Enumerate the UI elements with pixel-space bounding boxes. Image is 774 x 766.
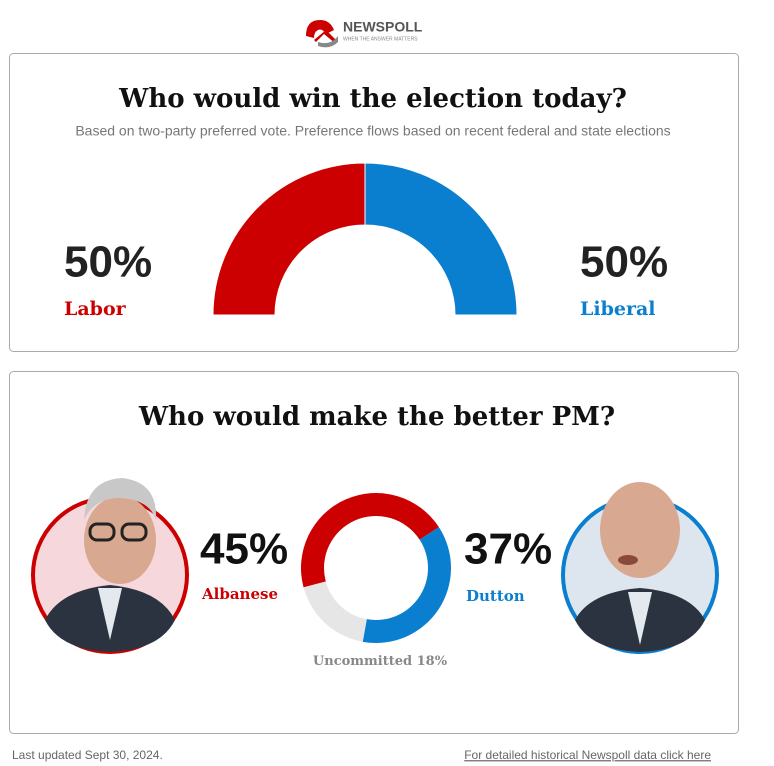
logo-icon [306,20,338,48]
logo-tagline: WHEN THE ANSWER MATTERS [343,36,418,42]
card [9,371,739,734]
category-label: Dutton [466,587,525,605]
value-label: 18% [417,654,448,669]
category-label: Uncommitted [313,654,412,669]
value-label: 50% [580,238,668,287]
donut-segment [362,527,452,643]
category-label: Liberal [580,298,656,320]
uncommitted-label: Uncommitted 18% [313,654,448,669]
chart-title: Who would make the better PM? [138,402,615,432]
donut-segment [303,581,367,642]
arc-segment [364,162,518,316]
chart-subtitle: Based on two-party preferred vote. Prefe… [75,123,670,139]
chart-title: Who would win the election today? [118,84,627,114]
arc-segment [212,162,366,316]
logo-name: NEWSPOLL [343,19,423,35]
value-label: 50% [64,238,152,287]
photo-albanese [31,478,189,654]
photo-dutton [561,482,719,654]
category-label: Labor [64,298,127,320]
value-label: 45% [200,525,288,574]
value-label: 37% [464,525,552,574]
category-label: Albanese [201,585,278,603]
historical-link[interactable]: For detailed historical Newspoll data cl… [464,748,711,762]
last-updated: Last updated Sept 30, 2024. [12,748,163,762]
donut-segment [301,493,439,588]
